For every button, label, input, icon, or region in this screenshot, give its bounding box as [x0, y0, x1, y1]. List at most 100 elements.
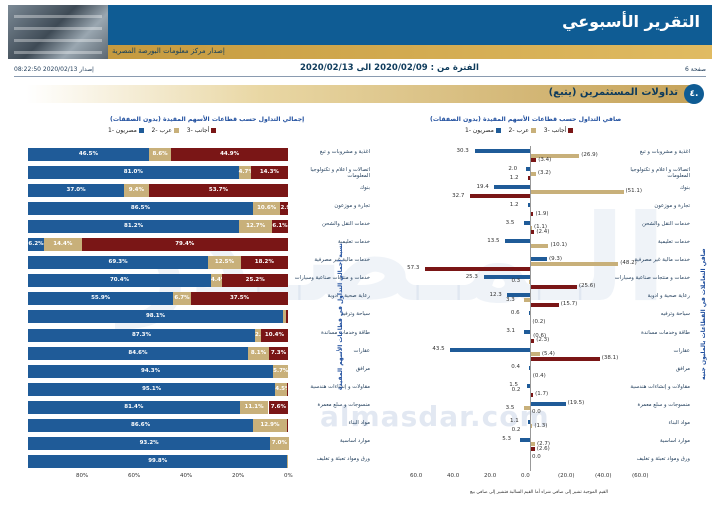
bar-data-label: 98.1% [145, 313, 166, 320]
axis-tick-label: 0.0 [521, 473, 530, 479]
bar-data-label: 95.1% [142, 385, 162, 392]
bar-mark [530, 447, 535, 451]
header-stripe [108, 45, 712, 59]
bar-data-label: 44.9% [220, 151, 240, 157]
bar-data-label: (26.9) [581, 152, 598, 159]
bar-data-label: 86.5% [130, 205, 150, 212]
bar-mark [530, 392, 534, 397]
bar-segment [239, 220, 273, 234]
bar-data-label: 55.9% [91, 295, 111, 302]
bar-mark [530, 212, 534, 217]
category-label: خدمات النقل والشحن [641, 221, 690, 228]
category-label: رعاية صحية و ادوية [647, 293, 690, 300]
legend-item-foreign: أجانب -3 [187, 127, 219, 134]
footnote: القيم الموجبة تشير إلى صافي شراء أما الق… [470, 490, 608, 495]
category-label: خدمات تعليمية [337, 239, 370, 246]
bar-mark [530, 189, 624, 194]
bar-data-label: 84.6% [128, 349, 148, 356]
bar-data-label: (3.4) [538, 156, 552, 163]
bar-data-label: 19.4 [476, 183, 489, 190]
bar-data-label: 81.4% [124, 403, 144, 410]
bar-mark [523, 298, 530, 302]
bar-data-label: 0.2 [511, 427, 521, 434]
report-subtitle: إصدار مركز معلومات البورصة المصرية [112, 47, 225, 55]
bar-data-label: 1.5 [509, 382, 518, 389]
bar-mark [530, 261, 619, 266]
bar-mark [528, 311, 530, 316]
bar-segment [28, 184, 125, 198]
bar-segment [28, 256, 209, 270]
bar-segment [28, 292, 174, 306]
category-label: منسوجات و سلع معمرة [317, 401, 370, 408]
bar-data-label: 32.7 [452, 192, 465, 199]
bar-data-label: 46.5% [78, 151, 98, 157]
bar-segment [28, 382, 276, 396]
axis-tick-label: 20% [232, 473, 245, 479]
category-label: عقارات [673, 347, 690, 354]
bar-data-label: 0.6 [510, 309, 520, 316]
bar-data-label: 2.0 [508, 165, 518, 172]
zero-axis-line [530, 146, 531, 471]
bar-data-label: 1.1 [509, 418, 519, 425]
legend-swatch [211, 128, 217, 133]
bar-data-label: 18.2% [254, 259, 274, 266]
category-label: تجارة و موزعون [334, 203, 370, 210]
legend-item-arab: عرب -2 [509, 127, 538, 134]
category-label: خدمات مالية غير مصرفية [634, 257, 690, 264]
issue-date: إصدار 2020/02/13 08:22:50 [14, 66, 94, 73]
chart-right-side-label: صافي التعاملات في القطاعات بالمليون جنيه [700, 248, 707, 380]
bar-data-label: 4.5% [275, 385, 291, 392]
bar-data-label: (0.6) [533, 332, 547, 339]
bar-segment [272, 220, 288, 234]
bar-mark [530, 352, 540, 357]
watermark: almasdar.com [320, 400, 550, 433]
legend-swatch [495, 128, 501, 133]
category-label: عقارات [353, 347, 370, 354]
bar-mark [530, 230, 535, 235]
bar-data-label: 6.1% [272, 223, 288, 230]
bar-data-label: 87.3% [131, 331, 152, 338]
category-label: منسوجات و سلع معمرة [637, 401, 690, 408]
bar-segment [28, 436, 271, 450]
bar-mark [530, 442, 535, 447]
bar-data-label: 4.7% [238, 169, 254, 176]
bar-mark [523, 221, 530, 226]
bar-data-label: 7.6% [270, 403, 286, 410]
bar-data-label: 12.5% [214, 259, 234, 266]
bar-mark [470, 194, 530, 199]
axis-tick-label: (40.0) [595, 473, 612, 479]
bar-mark [529, 365, 530, 370]
bar-data-label: (2.7) [536, 440, 550, 447]
axis-tick-label: 60.0 [410, 473, 423, 479]
legend-swatch [568, 128, 574, 133]
bar-data-label: 8.6% [152, 151, 168, 157]
bar-mark [526, 167, 530, 172]
bar-mark [527, 383, 530, 388]
bar-segment [254, 328, 261, 342]
chart-right-legend: أجانب -3 عرب -2 مصريون -1 [465, 127, 575, 134]
bar-data-label: (25.6) [578, 283, 596, 290]
bar-data-label: 3.5 [505, 404, 515, 411]
category-label: مقاولات و إنشاءات هندسية [310, 383, 370, 390]
bar-mark [530, 356, 600, 361]
bar-mark [523, 406, 530, 411]
bar-data-label: 25.2% [245, 277, 265, 284]
chart-right-title: صافي التداول حسب قطاعات الأسهم المقيدة (… [430, 116, 622, 123]
bar-segment [28, 364, 274, 378]
bar-mark [530, 153, 580, 158]
bar-data-label: (1.1) [534, 224, 548, 231]
bar-segment [286, 310, 288, 324]
category-label: بنوك [679, 185, 690, 192]
bar-data-label: 57.3 [407, 265, 420, 271]
bar-data-label: 69.3% [108, 259, 128, 266]
bar-mark [507, 293, 530, 298]
bar-mark [425, 266, 530, 271]
bar-segment [268, 400, 289, 414]
section-heading: ٤. تداولات المستثمرين (يتبع) [26, 84, 704, 104]
bar-segment [171, 148, 288, 161]
axis-tick-label: 40.0 [447, 473, 460, 479]
bar-mark [530, 158, 537, 163]
category-label: ورق ومواد تعبئة و تغليف [636, 455, 690, 462]
bar-segment [28, 328, 255, 342]
section-title: تداولات المستثمرين (يتبع) [548, 87, 678, 98]
